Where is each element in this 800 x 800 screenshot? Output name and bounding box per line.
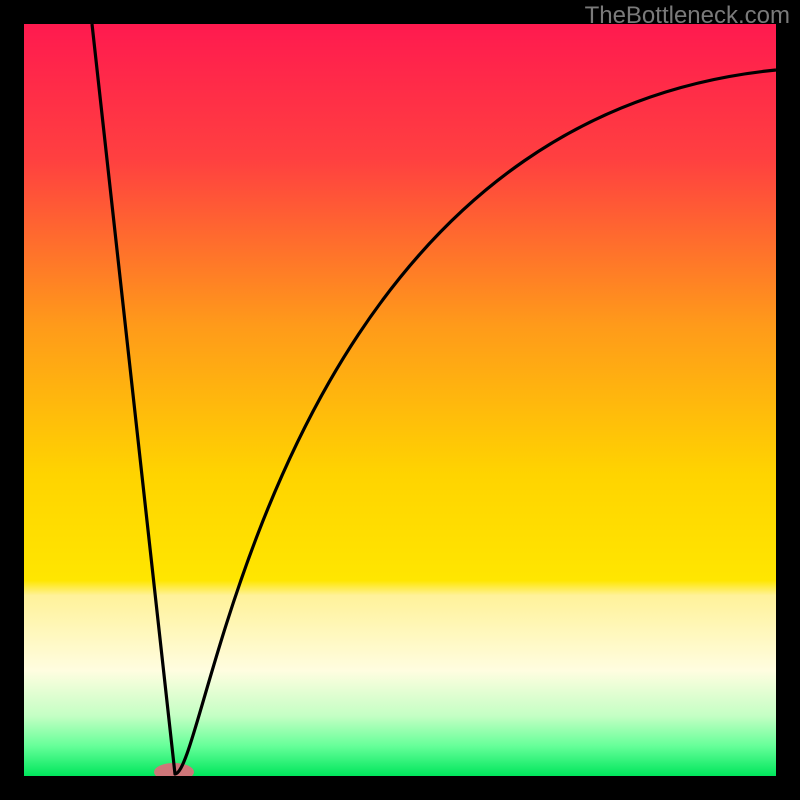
watermark-text: TheBottleneck.com xyxy=(585,2,790,30)
chart-container: TheBottleneck.com xyxy=(0,0,800,800)
bottleneck-chart xyxy=(0,0,800,800)
gradient-background xyxy=(24,24,776,776)
